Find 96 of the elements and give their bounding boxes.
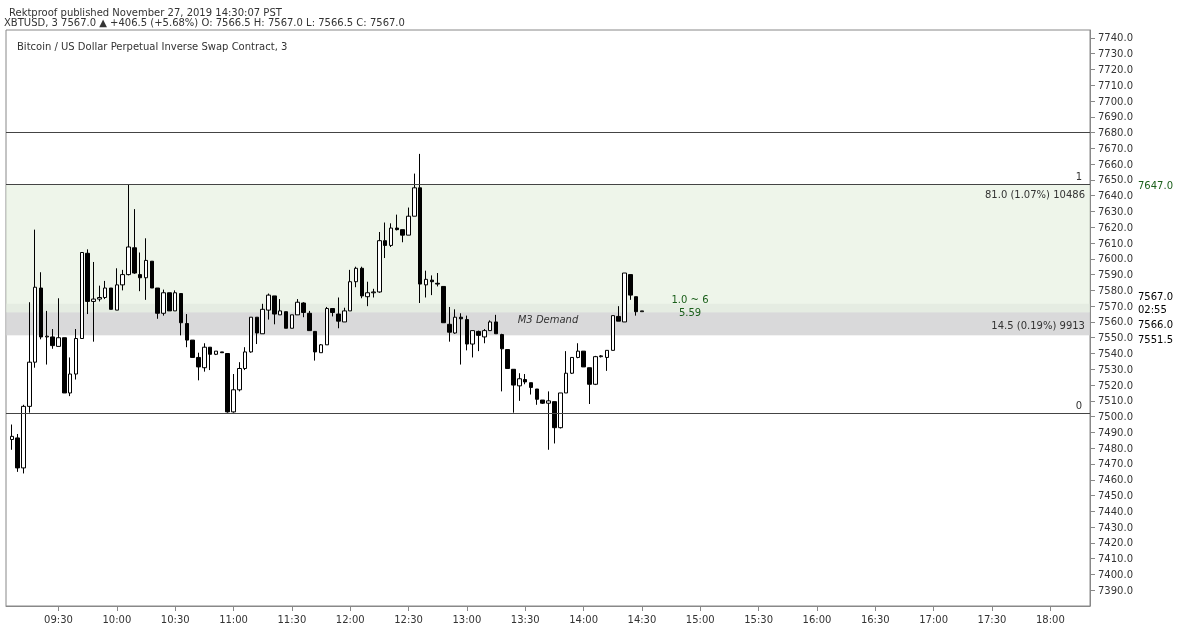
y-tick-label: 7670.0 (1098, 142, 1133, 154)
annotation: 1 (1075, 170, 1082, 182)
y-tick-label: 7510.0 (1098, 395, 1133, 407)
y-tick-label: 7410.0 (1098, 553, 1133, 565)
y-tick-label: 7530.0 (1098, 363, 1133, 375)
y-tick-label: 7490.0 (1098, 426, 1133, 438)
y-tick-label: 7580.0 (1098, 284, 1133, 296)
candlestick (529, 382, 533, 396)
candlestick (249, 316, 253, 354)
candlestick (39, 271, 43, 340)
y-tick-label: 7430.0 (1098, 521, 1133, 533)
y-tick-label: 7740.0 (1098, 32, 1133, 44)
band-label: 81.0 (1.07%) 10486 (984, 189, 1085, 201)
candlestick (307, 310, 312, 332)
y-tick-label: 7650.0 (1098, 174, 1133, 186)
y-tick-label: 7520.0 (1098, 379, 1133, 391)
y-tick-label: 7710.0 (1098, 79, 1133, 91)
y-tick-label: 7700.0 (1098, 95, 1133, 107)
x-tick-label: 10:30 (160, 613, 190, 625)
y-tick-label: 7420.0 (1098, 537, 1133, 549)
y-tick-label: 7570.0 (1098, 300, 1133, 312)
candlestick (319, 343, 323, 354)
candlestick (214, 350, 218, 356)
candlestick (605, 349, 609, 372)
y-tick-label: 7600.0 (1098, 253, 1133, 265)
candlestick (144, 237, 148, 301)
candlestick (389, 222, 393, 248)
x-tick-label: 16:30 (860, 613, 890, 625)
y-tick-label: 7640.0 (1098, 190, 1133, 202)
y-tick-label: 7590.0 (1098, 269, 1133, 281)
candlestick (313, 330, 317, 362)
candlestick (435, 272, 440, 287)
candlestick (500, 333, 504, 392)
y-tick-label: 7610.0 (1098, 237, 1133, 249)
candlestick (220, 351, 224, 354)
text: Bitcoin / US Dollar Perpetual Inverse Swap Contract, 3 (17, 40, 288, 52)
y-tick-label: 7470.0 (1098, 458, 1133, 470)
x-tick-label: 15:00 (685, 613, 715, 625)
y-tick-label: 7620.0 (1098, 221, 1133, 233)
x-tick-label: 11:00 (219, 613, 248, 625)
x-tick-label: 15:30 (744, 613, 774, 625)
band-label: M3 Demand (517, 314, 579, 326)
candlestick (430, 274, 434, 296)
annotation: 0 (1075, 399, 1082, 411)
text: 7567.0 (1138, 290, 1173, 302)
text: 02:55 (1138, 303, 1167, 315)
candlestick (505, 349, 510, 369)
y-tick-label: 7480.0 (1098, 442, 1133, 454)
text: 7566.0 (1138, 318, 1173, 330)
x-tick-label: 09:30 (44, 613, 73, 625)
y-tick-label: 7730.0 (1098, 48, 1133, 60)
y-tick-label: 7660.0 (1098, 158, 1133, 170)
x-tick-label: 12:00 (335, 613, 365, 625)
chart-subtitle: Rektproof published November 27, 2019 14:30:07 PST (9, 6, 283, 18)
candlestick (424, 270, 428, 298)
x-tick-label: 13:30 (510, 613, 540, 625)
candlestick (138, 252, 142, 292)
y-tick-label: 7720.0 (1098, 63, 1133, 75)
y-tick-label: 7450.0 (1098, 490, 1133, 502)
candlestick (459, 312, 463, 366)
x-tick-label: 10:00 (102, 613, 132, 625)
x-tick-label: 17:30 (977, 613, 1007, 625)
x-tick-label: 18:00 (1035, 613, 1065, 625)
x-tick-label: 11:30 (277, 613, 307, 625)
candlestick (570, 356, 574, 375)
y-tick-label: 7630.0 (1098, 205, 1133, 217)
candlestick (354, 266, 358, 288)
x-tick-label: 13:00 (452, 613, 482, 625)
candlestick (634, 296, 638, 317)
y-tick-label: 7680.0 (1098, 127, 1133, 139)
y-tick-label: 7560.0 (1098, 316, 1133, 328)
candlestick (640, 310, 644, 313)
y-tick-label: 7550.0 (1098, 332, 1133, 344)
x-tick-label: 17:00 (919, 613, 949, 625)
y-tick-label: 7690.0 (1098, 111, 1133, 123)
candlestick (284, 311, 288, 329)
y-tick-label: 7540.0 (1098, 348, 1133, 360)
band-label: 14.5 (0.19%) 9913 (991, 319, 1085, 331)
y-tick-label: 7390.0 (1098, 584, 1133, 596)
annotation: 5.59 (678, 306, 702, 318)
text: 7551.5 (1138, 333, 1173, 345)
candlestick (494, 314, 498, 335)
text: 7647.0 (1138, 179, 1173, 191)
candlestick (109, 287, 113, 310)
x-tick-label: 16:00 (802, 613, 832, 625)
y-tick-label: 7440.0 (1098, 505, 1133, 517)
x-tick-label: 14:30 (627, 613, 657, 625)
candlestick (74, 328, 78, 381)
x-tick-label: 12:30 (394, 613, 423, 625)
y-tick-label: 7460.0 (1098, 474, 1133, 486)
candlestick (441, 285, 446, 324)
candlestick (179, 293, 183, 336)
x-tick-label: 14:00 (569, 613, 598, 625)
annotation: 1.0 ~ 6 (671, 293, 709, 305)
y-tick-label: 7400.0 (1098, 568, 1133, 580)
y-tick-label: 7500.0 (1098, 411, 1133, 423)
